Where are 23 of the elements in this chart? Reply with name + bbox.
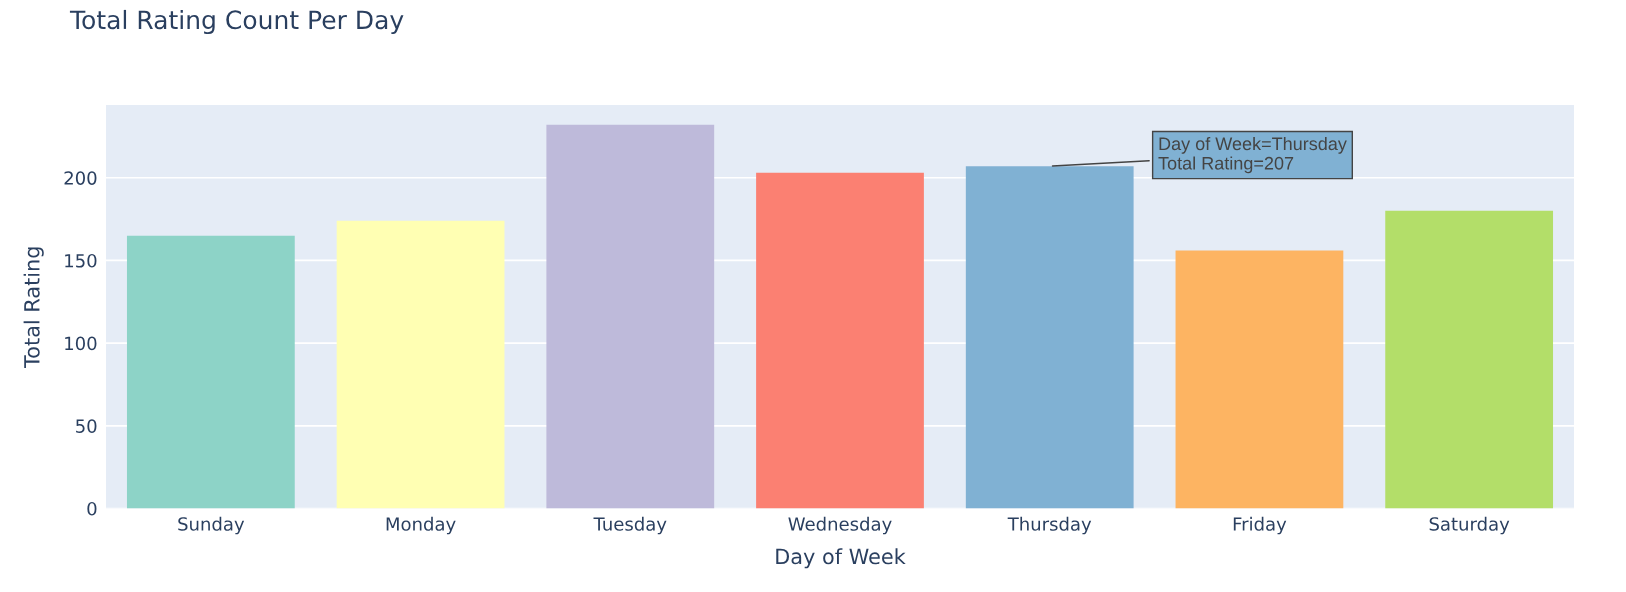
y-tick-label: 0 <box>87 501 97 516</box>
y-tick-label: 100 <box>65 336 97 351</box>
y-axis-title: Total Rating <box>23 247 44 369</box>
annotation: Day of Week=Thursday Total Rating=207 <box>1158 136 1347 174</box>
y-tick-label: 50 <box>76 419 97 433</box>
bar <box>965 166 1134 509</box>
x-tick-label: Wednesday <box>788 516 892 535</box>
bar <box>336 220 505 509</box>
bar <box>546 124 715 509</box>
x-tick-label: Saturday <box>1429 516 1510 535</box>
chart-title: Total Rating Count Per Day <box>69 9 404 35</box>
x-tick-label: Tuesday <box>593 516 667 535</box>
x-axis-title: Day of Week <box>776 548 906 569</box>
y-tick-label: 150 <box>65 253 97 268</box>
x-tick-label: Sunday <box>178 516 245 535</box>
x-tick-label: Thursday <box>1007 516 1092 535</box>
y-tick-label: 200 <box>64 171 97 185</box>
x-tick-label: Monday <box>386 516 456 535</box>
bar <box>126 235 295 509</box>
bar <box>756 172 924 509</box>
bar <box>1385 210 1554 509</box>
x-tick-label: Friday <box>1233 516 1287 535</box>
bar <box>1175 250 1344 509</box>
